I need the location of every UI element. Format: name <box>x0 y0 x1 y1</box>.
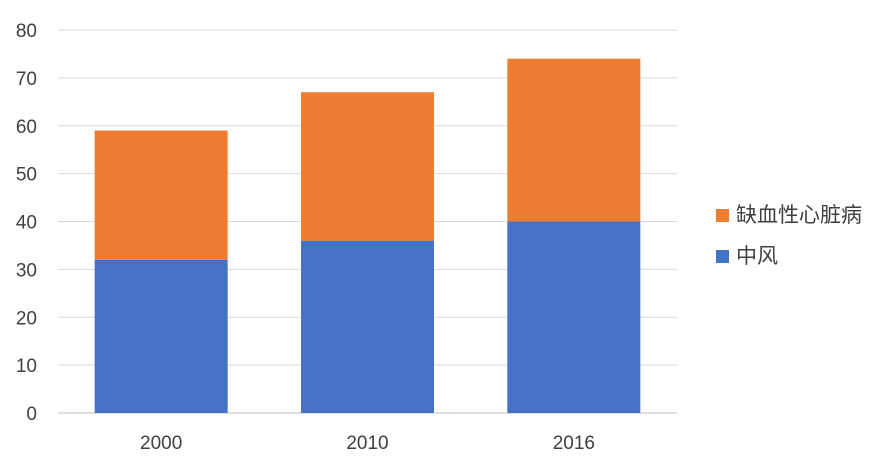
y-tick-label: 80 <box>16 21 37 42</box>
y-tick-label: 0 <box>26 404 37 425</box>
bar-ischemic-heart-disease-2016 <box>507 58 641 222</box>
legend-swatch <box>716 250 729 263</box>
y-tick-label: 40 <box>16 213 37 234</box>
bar-ischemic-heart-disease-2010 <box>301 92 434 241</box>
bar-stroke-2000 <box>94 259 228 413</box>
x-axis-ticks: 2000 2010 2016 <box>140 433 595 454</box>
legend-label: 中风 <box>736 245 778 268</box>
y-axis-ticks: 0 10 20 30 40 50 60 70 80 <box>16 21 37 425</box>
y-tick-label: 60 <box>16 117 37 138</box>
bar-stroke-2010 <box>301 240 434 413</box>
y-tick-label: 50 <box>16 165 37 186</box>
legend-label: 缺血性心脏病 <box>736 204 862 227</box>
y-tick-label: 10 <box>16 356 37 377</box>
y-tick-label: 70 <box>16 69 37 90</box>
x-tick-label: 2000 <box>140 433 182 454</box>
y-tick-label: 20 <box>16 308 37 329</box>
x-tick-label: 2016 <box>553 433 595 454</box>
bar-ischemic-heart-disease-2000 <box>94 130 228 260</box>
bar-stroke-2016 <box>507 221 641 413</box>
bars <box>94 58 641 413</box>
y-tick-label: 30 <box>16 260 37 281</box>
legend-swatch <box>716 209 729 222</box>
x-tick-label: 2010 <box>346 433 388 454</box>
